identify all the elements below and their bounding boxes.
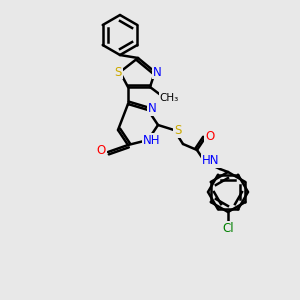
- Text: N: N: [148, 103, 156, 116]
- Text: Cl: Cl: [222, 221, 234, 235]
- Text: N: N: [153, 65, 161, 79]
- Text: CH₃: CH₃: [159, 93, 178, 103]
- Text: O: O: [96, 145, 106, 158]
- Text: S: S: [114, 65, 122, 79]
- Text: NH: NH: [143, 134, 161, 146]
- Text: HN: HN: [202, 154, 220, 167]
- Text: S: S: [174, 124, 182, 137]
- Text: O: O: [206, 130, 214, 143]
